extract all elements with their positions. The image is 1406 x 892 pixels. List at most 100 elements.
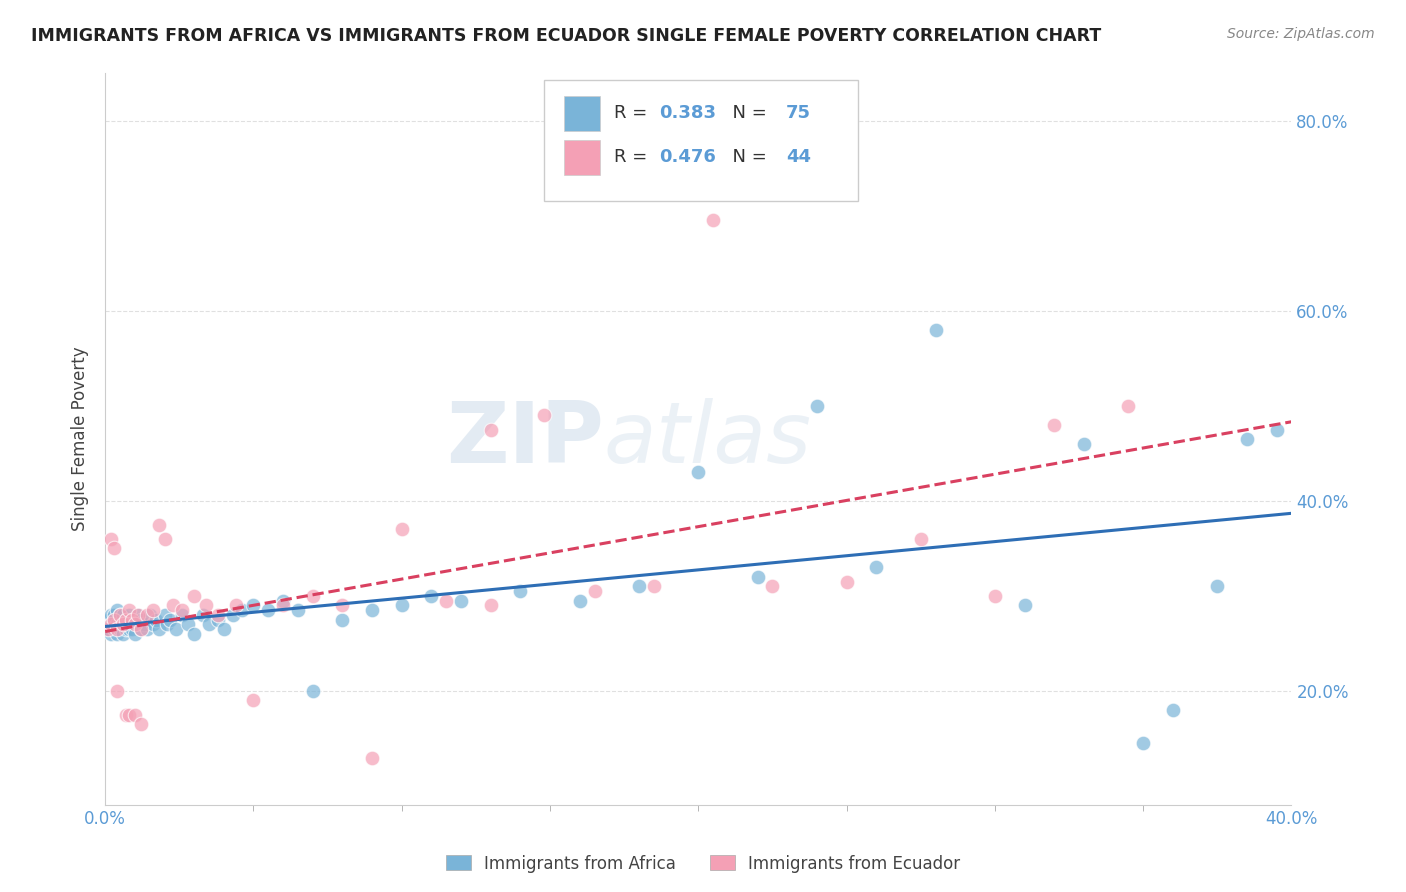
Point: [450, 593, 472, 607]
Point: [111, 607, 134, 622]
Point: [121, 622, 143, 636]
Point: [124, 613, 146, 627]
Point: [172, 607, 194, 622]
Point: [287, 603, 309, 617]
Point: [138, 607, 160, 622]
Point: [643, 579, 665, 593]
Point: [129, 622, 152, 636]
Point: [108, 607, 131, 622]
Point: [111, 617, 134, 632]
Point: [479, 423, 502, 437]
Point: [115, 622, 138, 636]
Text: N =: N =: [721, 148, 772, 166]
Point: [1132, 736, 1154, 750]
Point: [702, 213, 724, 227]
Point: [583, 584, 606, 599]
Point: [191, 607, 214, 622]
Point: [183, 589, 205, 603]
Text: 44: 44: [786, 148, 811, 166]
Point: [105, 617, 128, 632]
Point: [1118, 399, 1140, 413]
Point: [118, 607, 141, 622]
Text: IMMIGRANTS FROM AFRICA VS IMMIGRANTS FROM ECUADOR SINGLE FEMALE POVERTY CORRELAT: IMMIGRANTS FROM AFRICA VS IMMIGRANTS FRO…: [31, 27, 1101, 45]
Point: [127, 607, 149, 622]
Text: N =: N =: [721, 104, 772, 122]
Point: [97, 613, 120, 627]
Point: [627, 579, 650, 593]
Point: [568, 593, 591, 607]
Point: [225, 599, 247, 613]
Text: R =: R =: [614, 148, 654, 166]
Point: [148, 517, 170, 532]
Point: [135, 607, 157, 622]
Point: [97, 622, 120, 636]
Point: [1073, 437, 1095, 451]
Point: [142, 603, 165, 617]
Point: [865, 560, 887, 574]
Point: [124, 617, 146, 632]
Point: [129, 622, 152, 636]
Point: [132, 617, 155, 632]
Point: [1043, 417, 1066, 432]
Point: [124, 627, 146, 641]
Point: [301, 684, 323, 698]
Point: [195, 599, 218, 613]
Point: [118, 622, 141, 636]
Point: [97, 622, 120, 636]
Point: [108, 613, 131, 627]
Point: [183, 627, 205, 641]
Point: [100, 532, 122, 546]
Point: [332, 599, 354, 613]
Point: [1265, 423, 1288, 437]
FancyBboxPatch shape: [544, 80, 859, 201]
Point: [361, 750, 384, 764]
Point: [145, 613, 167, 627]
Text: atlas: atlas: [603, 398, 811, 481]
Point: [118, 707, 141, 722]
FancyBboxPatch shape: [564, 140, 600, 175]
Point: [509, 584, 531, 599]
Point: [129, 613, 152, 627]
Text: 75: 75: [786, 104, 811, 122]
Point: [111, 617, 134, 632]
Point: [207, 613, 229, 627]
Point: [118, 603, 141, 617]
Point: [100, 617, 122, 632]
Point: [207, 607, 229, 622]
Point: [115, 617, 138, 632]
Point: [127, 607, 149, 622]
Point: [142, 617, 165, 632]
Point: [103, 607, 125, 622]
Point: [159, 613, 181, 627]
Point: [153, 532, 176, 546]
Point: [127, 617, 149, 632]
Point: [1236, 432, 1258, 446]
Point: [391, 522, 413, 536]
Point: [148, 622, 170, 636]
Point: [479, 599, 502, 613]
Point: [222, 607, 245, 622]
Point: [242, 693, 264, 707]
Point: [115, 707, 138, 722]
FancyBboxPatch shape: [564, 95, 600, 131]
Point: [156, 617, 179, 632]
Point: [271, 593, 294, 607]
Point: [533, 409, 555, 423]
Point: [105, 603, 128, 617]
Point: [361, 603, 384, 617]
Point: [806, 399, 828, 413]
Point: [100, 607, 122, 622]
Point: [103, 613, 125, 627]
Point: [1161, 703, 1184, 717]
Point: [231, 603, 253, 617]
Point: [198, 617, 221, 632]
Point: [115, 613, 138, 627]
Point: [242, 599, 264, 613]
Point: [135, 622, 157, 636]
Point: [121, 617, 143, 632]
Point: [103, 613, 125, 627]
Point: [105, 622, 128, 636]
Text: 0.383: 0.383: [659, 104, 716, 122]
Point: [257, 603, 280, 617]
Point: [391, 599, 413, 613]
